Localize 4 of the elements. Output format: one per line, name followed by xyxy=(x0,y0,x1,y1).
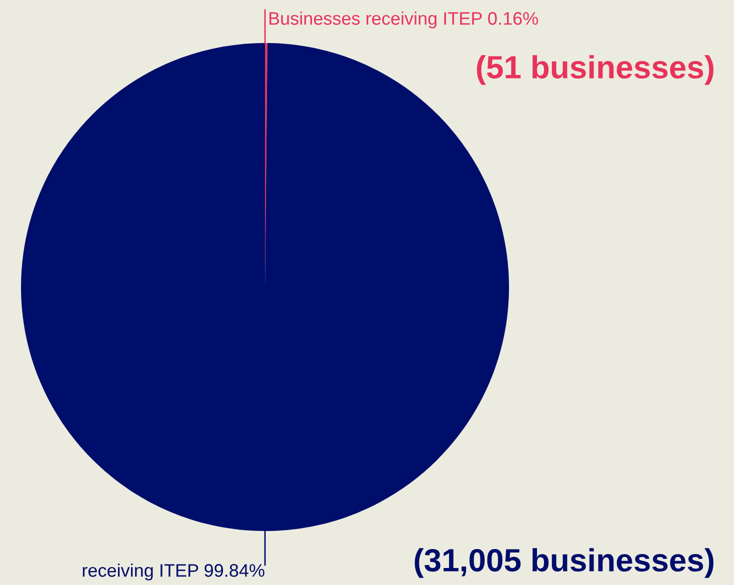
text: (51 businesses) xyxy=(476,55,714,85)
slice-label: Businesses receiving ITEP 0.16% xyxy=(269,12,538,28)
slice-label: receiving ITEP 99.84% xyxy=(82,564,264,580)
text: (31,005 businesses) xyxy=(414,548,714,578)
